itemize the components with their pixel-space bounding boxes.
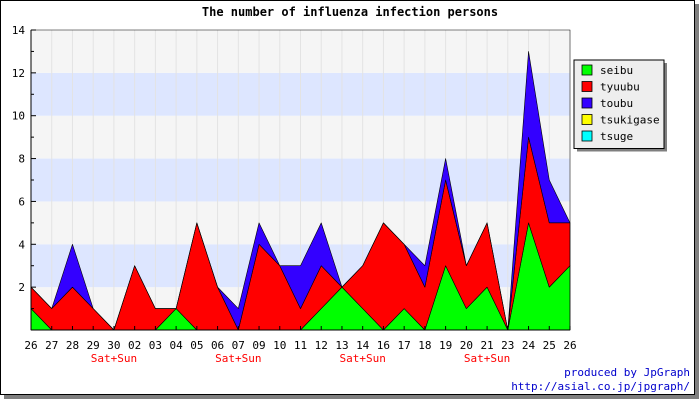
x-tick-label: 12 xyxy=(315,339,328,352)
x-tick-label: 24 xyxy=(522,339,536,352)
x-tick-label: 30 xyxy=(107,339,120,352)
x-tick-label: 09 xyxy=(252,339,265,352)
x-tick-label: 10 xyxy=(273,339,286,352)
x-tick-label: 06 xyxy=(211,339,224,352)
chart-title: The number of influenza infection person… xyxy=(202,5,498,19)
legend-swatch-seibu xyxy=(581,64,593,76)
x-note-label: Sat+Sun xyxy=(215,352,261,365)
x-note-label: Sat+Sun xyxy=(340,352,386,365)
legend-swatch-tsuge xyxy=(581,130,593,142)
y-tick-label: 6 xyxy=(18,195,25,208)
x-note-label: Sat+Sun xyxy=(464,352,510,365)
x-tick-label: 27 xyxy=(45,339,58,352)
x-tick-label: 16 xyxy=(377,339,390,352)
credit-url[interactable]: http://asial.co.jp/jpgraph/ xyxy=(511,380,690,393)
x-tick-label: 05 xyxy=(190,339,203,352)
x-tick-label: 18 xyxy=(418,339,431,352)
x-tick-label: 17 xyxy=(398,339,411,352)
x-tick-label: 03 xyxy=(149,339,162,352)
x-tick-label: 02 xyxy=(128,339,141,352)
x-tick-label: 29 xyxy=(87,339,100,352)
y-tick-label: 12 xyxy=(12,67,25,80)
x-tick-label: 26 xyxy=(563,339,576,352)
legend-label-tsukigase: tsukigase xyxy=(600,114,660,127)
x-tick-label: 25 xyxy=(543,339,556,352)
x-tick-label: 04 xyxy=(169,339,183,352)
x-tick-label: 21 xyxy=(480,339,493,352)
x-tick-label: 19 xyxy=(439,339,452,352)
legend-swatch-tyuubu xyxy=(581,81,593,92)
y-tick-label: 4 xyxy=(18,238,25,251)
legend-label-tyuubu: tyuubu xyxy=(600,81,640,94)
legend-swatch-toubu xyxy=(581,97,593,109)
x-tick-label: 14 xyxy=(356,339,370,352)
legend-label-seibu: seibu xyxy=(600,64,633,77)
x-tick-label: 11 xyxy=(294,339,307,352)
legend-swatch-tsukigase xyxy=(581,114,593,125)
y-tick-label: 2 xyxy=(18,281,25,294)
x-tick-label: 20 xyxy=(460,339,473,352)
legend-label-tsuge: tsuge xyxy=(600,130,633,143)
legend-label-toubu: toubu xyxy=(600,97,633,110)
x-tick-label: 26 xyxy=(24,339,37,352)
x-tick-label: 28 xyxy=(66,339,79,352)
y-tick-label: 10 xyxy=(12,110,25,123)
x-tick-label: 07 xyxy=(232,339,245,352)
x-note-label: Sat+Sun xyxy=(91,352,137,365)
x-tick-label: 13 xyxy=(335,339,348,352)
y-tick-label: 14 xyxy=(12,24,26,37)
x-tick-label: 23 xyxy=(501,339,514,352)
credit-producer: produced by JpGraph xyxy=(564,366,690,379)
y-tick-label: 8 xyxy=(18,153,25,166)
